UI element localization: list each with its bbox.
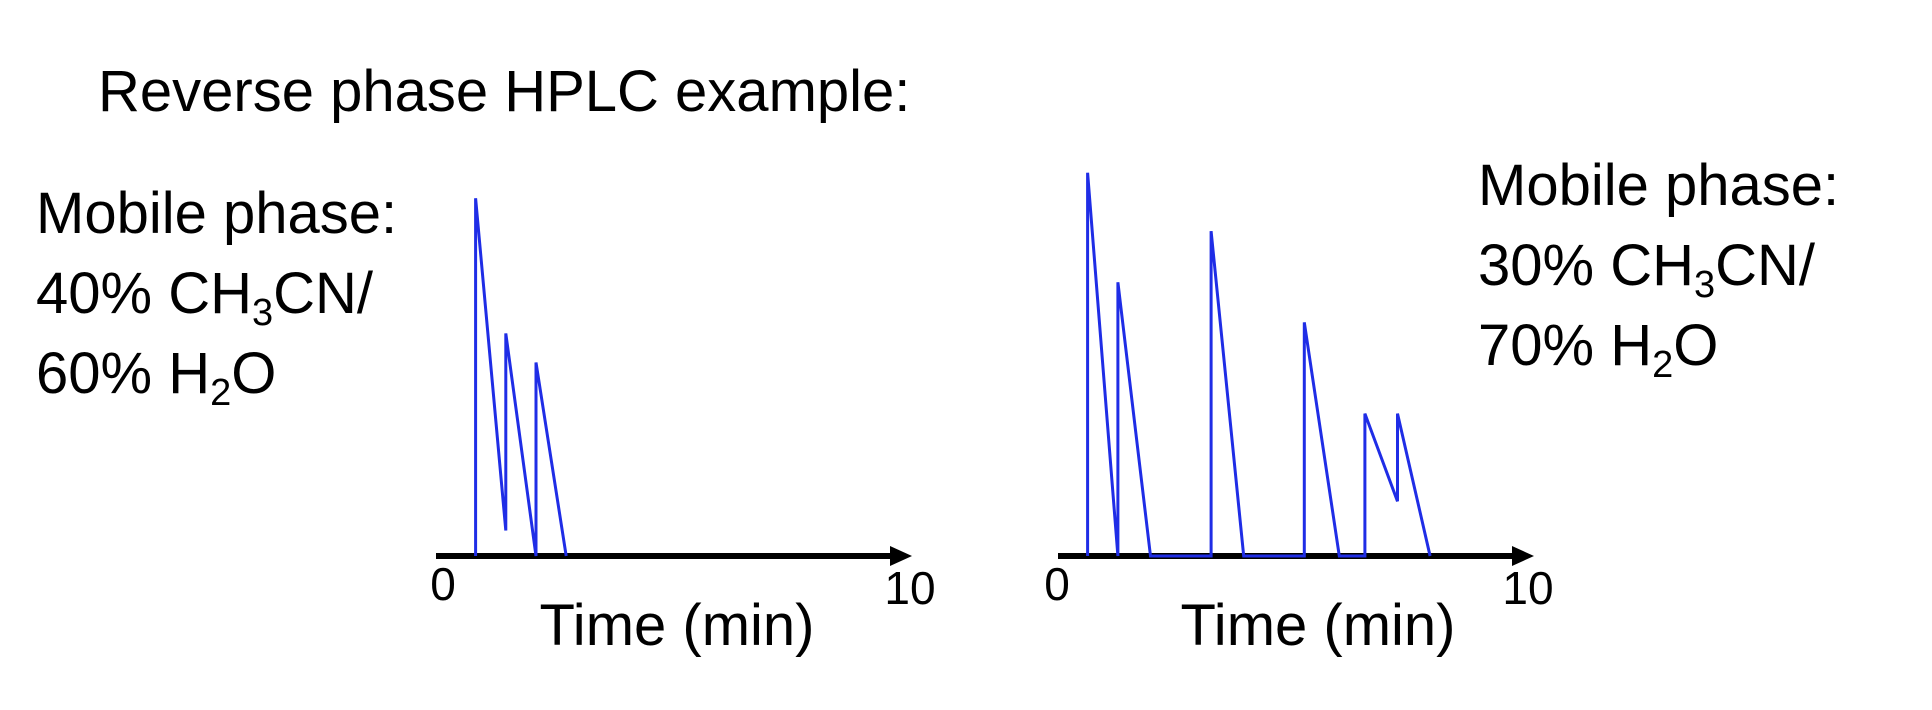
- mobile-phase-left: Mobile phase: 40% CH3CN/ 60% H2O: [36, 174, 397, 414]
- mp-left-l1-pre: 40% CH: [36, 261, 252, 326]
- x-tick-label-10: 10: [1502, 562, 1553, 614]
- mp-left-l1-sub: 3: [251, 292, 274, 334]
- mp-left-l1-post: CN/: [273, 261, 374, 326]
- x-tick-label-0: 0: [430, 558, 456, 610]
- mp-right-l2-pre: 70% H: [1478, 313, 1653, 378]
- chromatogram-trace-0: [1086, 172, 1432, 558]
- mobile-phase-left-line2: 60% H2O: [36, 334, 397, 414]
- mp-right-l2-post: O: [1673, 313, 1719, 378]
- mobile-phase-right: Mobile phase: 30% CH3CN/ 70% H2O: [1478, 146, 1839, 386]
- mobile-phase-right-heading: Mobile phase:: [1478, 153, 1840, 218]
- mobile-phase-left-line1: 40% CH3CN/: [36, 254, 397, 334]
- x-axis-arrowhead: [1512, 546, 1534, 566]
- slide-title: Reverse phase HPLC example:: [98, 59, 911, 124]
- mp-left-l2-sub: 2: [210, 372, 232, 414]
- x-tick-label-10: 10: [884, 562, 935, 614]
- x-axis-label: Time (min): [540, 593, 815, 658]
- x-axis-arrowhead: [890, 546, 912, 566]
- x-axis-label: Time (min): [1181, 593, 1456, 658]
- mp-left-l2-pre: 60% H: [36, 341, 211, 406]
- mobile-phase-left-heading: Mobile phase:: [36, 181, 398, 246]
- mp-right-l2-sub: 2: [1652, 344, 1674, 386]
- mobile-phase-right-line2: 70% H2O: [1478, 306, 1839, 386]
- mp-left-l2-post: O: [231, 341, 277, 406]
- mp-right-l1-pre: 30% CH: [1478, 233, 1694, 298]
- mp-right-l1-sub: 3: [1693, 264, 1716, 306]
- x-tick-label-0: 0: [1044, 558, 1070, 610]
- mp-right-l1-post: CN/: [1715, 233, 1816, 298]
- chromatogram-trace-0: [474, 198, 568, 557]
- mobile-phase-right-line1: 30% CH3CN/: [1478, 226, 1839, 306]
